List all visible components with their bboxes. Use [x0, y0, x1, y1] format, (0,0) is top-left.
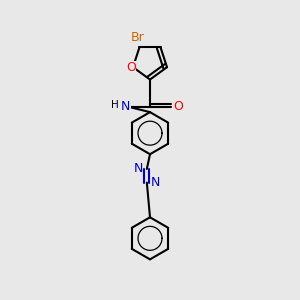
Text: H: H: [111, 100, 119, 110]
Text: N: N: [151, 176, 160, 189]
Text: O: O: [126, 61, 136, 74]
Text: N: N: [121, 100, 130, 113]
Text: O: O: [173, 100, 183, 113]
Text: Br: Br: [130, 31, 144, 44]
Text: N: N: [133, 162, 143, 176]
